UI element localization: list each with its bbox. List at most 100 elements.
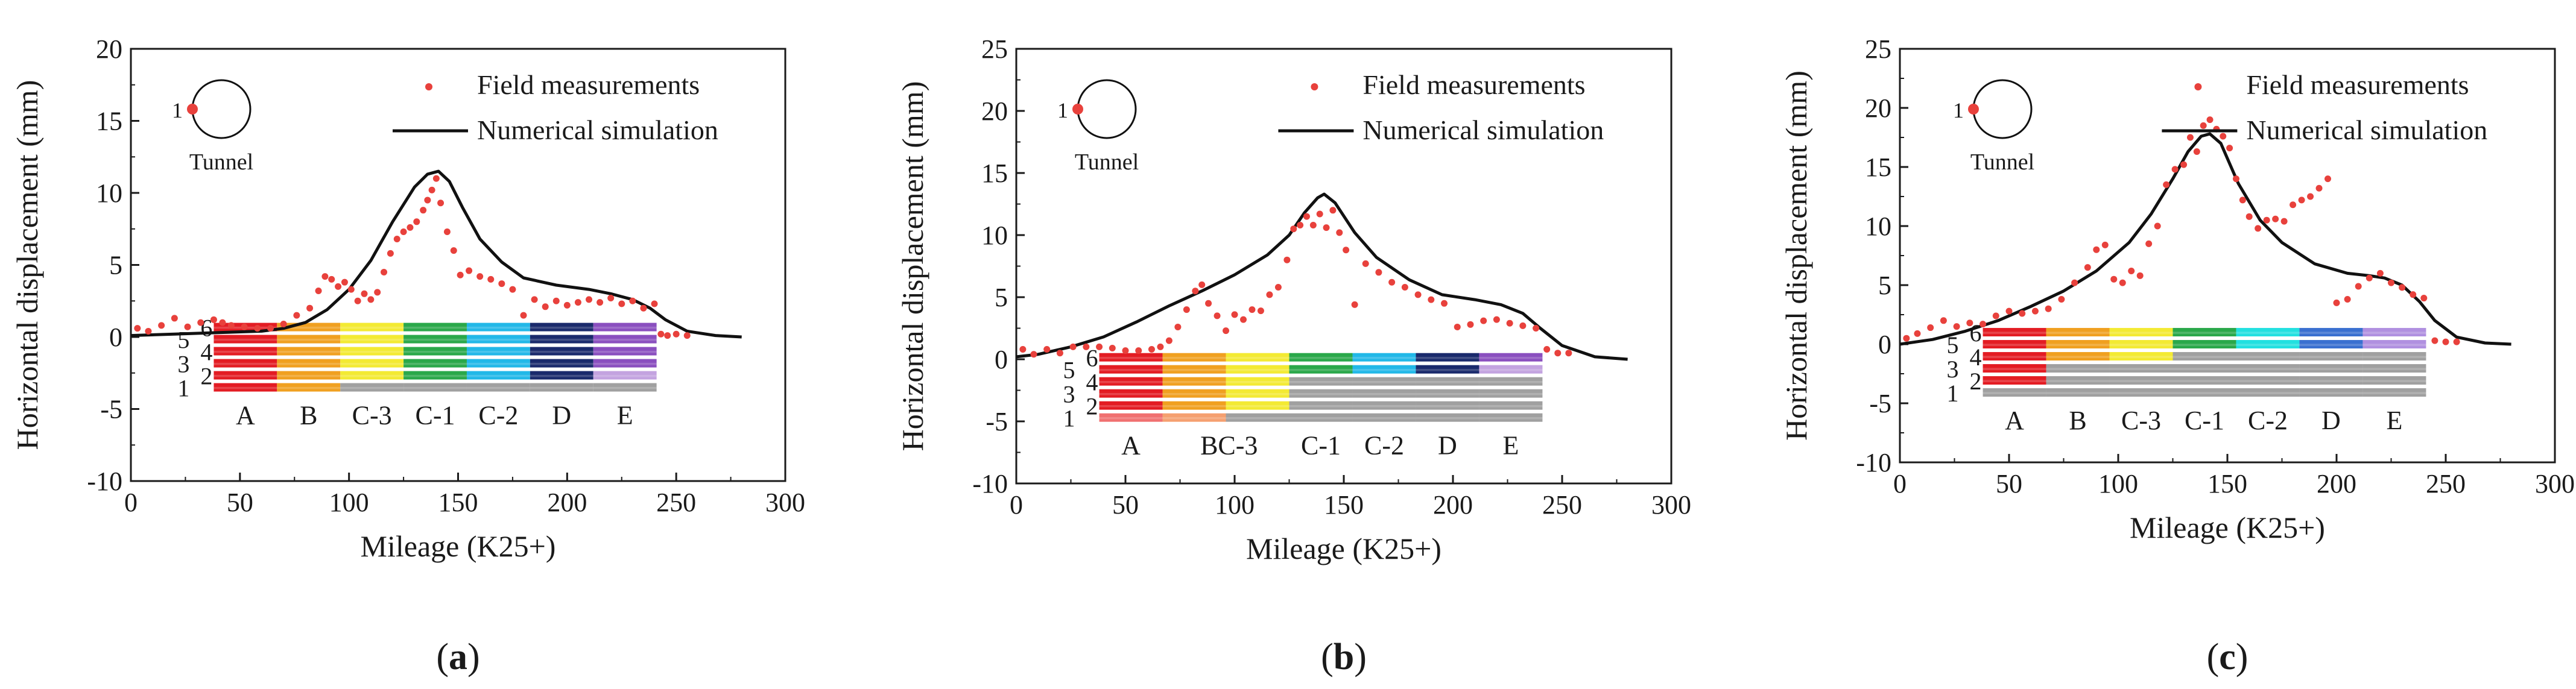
monitoring-point-label: 1 [172, 98, 183, 122]
layer-segment [1289, 413, 1353, 422]
field-measurement-point [428, 186, 435, 193]
field-measurement-point [450, 247, 457, 254]
field-measurement-point [197, 319, 204, 326]
y-tick-label: 20 [981, 96, 1008, 126]
layer-segment-sheen [1289, 357, 1353, 359]
section-label: C-3 [352, 401, 392, 430]
field-measurement-point [1297, 222, 1304, 229]
layer-segment-sheen [1099, 417, 1163, 420]
layer-segment [1983, 328, 2046, 337]
layer-segment [1416, 365, 1479, 374]
series-points-field-measurements [134, 175, 691, 339]
field-measurement-point [2163, 181, 2170, 188]
layer-segment [593, 335, 657, 344]
layer-segment-sheen [530, 350, 593, 353]
layer-segment-sheen [1416, 405, 1479, 407]
legend-label-field: Field measurements [477, 69, 700, 100]
field-measurement-point [1069, 343, 1077, 350]
layer-segment [2173, 388, 2236, 397]
layer-segment [2299, 364, 2363, 373]
layer-segment-sheen [1226, 357, 1290, 359]
field-measurement-point [1493, 316, 1500, 323]
field-measurement-point [651, 300, 658, 307]
layer-segment [1352, 413, 1416, 422]
layer-segment [277, 335, 341, 344]
layer-segment [466, 335, 530, 344]
monitoring-point-marker [1968, 104, 1979, 115]
field-measurement-point [145, 327, 152, 335]
layer-segment-sheen [214, 362, 277, 365]
x-tick-label: 300 [765, 488, 805, 517]
layer-segment [530, 322, 593, 332]
layer-segment [277, 359, 341, 368]
x-tick-label: 100 [329, 488, 369, 517]
layer-number-label: 4 [200, 339, 212, 366]
layer-segment [1289, 353, 1353, 362]
layer-segment [1289, 377, 1353, 386]
field-measurement-point [1927, 324, 1934, 332]
section-label: C-2 [1364, 431, 1404, 461]
layer-segment [1289, 365, 1353, 374]
layer-number-label: 5 [177, 327, 189, 354]
layer-segment-sheen [2236, 380, 2300, 382]
layer-segment [1416, 389, 1479, 398]
field-measurement-point [1336, 229, 1343, 236]
field-measurement-point [210, 316, 217, 323]
y-tick-label: -5 [1869, 389, 1891, 418]
layer-segment [2046, 388, 2110, 397]
layer-segment [2362, 352, 2426, 361]
legend-label-simulation: Numerical simulation [477, 115, 718, 145]
field-measurement-point [1239, 316, 1247, 323]
layer-segment [403, 347, 467, 356]
layer-segment [1479, 377, 1543, 386]
x-tick-label: 100 [2098, 469, 2138, 499]
layer-segment [1352, 365, 1416, 374]
layer-segment [1479, 401, 1543, 410]
x-tick-label: 0 [124, 488, 138, 517]
field-measurement-point [1401, 284, 1408, 291]
field-measurement-point [2119, 279, 2126, 286]
layer-number-label: 2 [1086, 393, 1098, 420]
layer-segment [1099, 377, 1163, 386]
field-measurement-point [1030, 351, 1037, 358]
field-measurement-point [1506, 319, 1513, 327]
layer-segment-sheen [1352, 369, 1416, 371]
field-measurement-point [184, 323, 191, 330]
field-measurement-point [2186, 134, 2194, 141]
x-tick-label: 50 [1996, 469, 2022, 499]
field-measurement-point [1157, 343, 1164, 350]
field-measurement-point [1135, 347, 1142, 354]
layer-segment [1983, 364, 2046, 373]
layer-segment [2109, 364, 2173, 373]
layer-segment-sheen [1289, 405, 1353, 407]
layer-segment-sheen [2236, 344, 2300, 346]
layer-segment-sheen [277, 350, 341, 353]
field-measurement-point [1329, 207, 1337, 214]
layer-segment [466, 322, 530, 332]
x-tick-label: 250 [656, 488, 696, 517]
field-measurement-point [306, 304, 314, 312]
layer-segment [2236, 328, 2300, 337]
layer-segment [403, 335, 467, 344]
field-measurement-point [1019, 346, 1027, 353]
field-measurement-point [387, 250, 394, 257]
field-measurement-point [2226, 145, 2233, 152]
panel-label: (a) [436, 637, 479, 678]
legend-label-field: Field measurements [1362, 69, 1585, 100]
layer-segment-sheen [1416, 369, 1479, 371]
layer-segment-sheen [530, 338, 593, 341]
layer-segment [403, 322, 467, 332]
field-measurement-point [657, 330, 665, 338]
layer-segment-sheen [530, 326, 593, 329]
field-measurement-point [1533, 325, 1540, 332]
layer-segment [1099, 353, 1163, 362]
field-measurement-point [367, 296, 375, 303]
field-measurement-point [347, 286, 355, 293]
y-axis-label: Horizontal displacement (mm) [896, 81, 929, 451]
field-measurement-point [466, 267, 473, 274]
x-tick-label: 200 [547, 488, 587, 517]
y-tick-label: -10 [87, 467, 122, 496]
chart-svg-b: 0 50 100 150 200 250 300-10-50510152025Mileage… [896, 34, 1691, 678]
layer-segment-sheen [2362, 392, 2426, 394]
monitoring-point-marker [1072, 104, 1083, 115]
